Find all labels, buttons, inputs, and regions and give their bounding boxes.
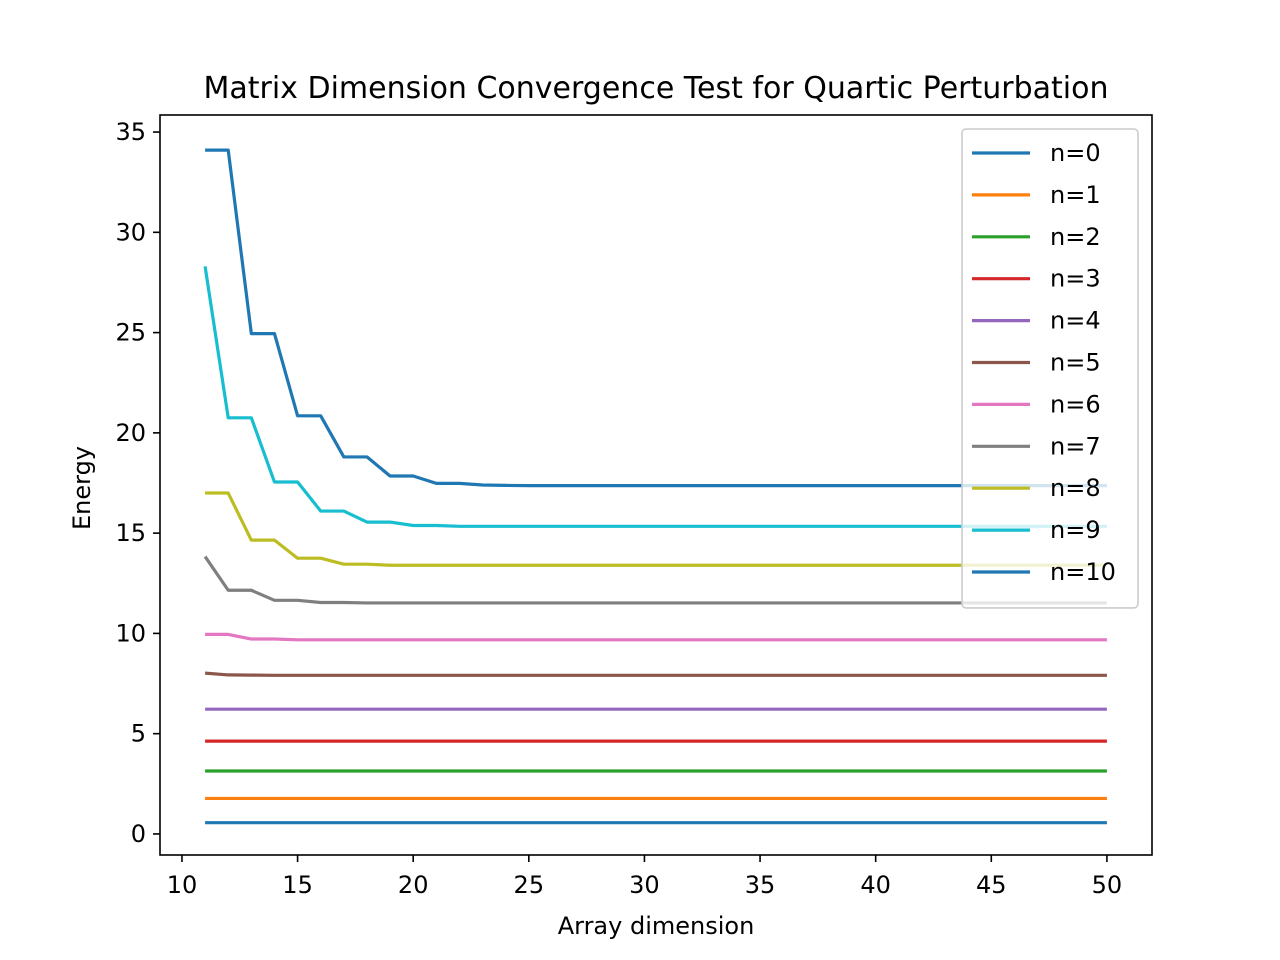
- x-tick-label: 35: [745, 871, 776, 899]
- plot-area-frame: [159, 114, 1153, 856]
- chart-title: Matrix Dimension Convergence Test for Qu…: [203, 71, 1108, 106]
- y-tick-label: 0: [131, 820, 146, 848]
- legend-label: n=10: [1050, 558, 1116, 586]
- x-tick-label: 15: [282, 871, 313, 899]
- legend-label: n=4: [1050, 307, 1101, 335]
- legend-label: n=5: [1050, 349, 1101, 377]
- y-tick-label: 30: [115, 218, 146, 246]
- x-axis-label: Array dimension: [558, 912, 755, 940]
- y-tick-label: 15: [115, 519, 146, 547]
- x-tick-label: 50: [1092, 871, 1123, 899]
- legend: n=0 n=1 n=2 n=3 n=4 n=5 n=6 n=7 n=8 n=9 n=10: [961, 128, 1139, 609]
- y-tick-label: 20: [115, 419, 146, 447]
- series-line-n-6: [205, 632, 1107, 642]
- x-tick-label: 25: [514, 871, 545, 899]
- x-tick-label: 20: [398, 871, 429, 899]
- y-tick-label: 5: [131, 720, 146, 748]
- series-line-n-7: [203, 555, 1107, 605]
- legend-label: n=2: [1050, 223, 1101, 251]
- legend-label: n=6: [1050, 390, 1101, 418]
- y-tick-label: 25: [115, 319, 146, 347]
- legend-label: n=0: [1050, 139, 1101, 167]
- x-tick-label: 30: [629, 871, 660, 899]
- y-axis-ticks: 0 5 10 15 20 25 30 35: [115, 118, 160, 848]
- legend-label: n=8: [1050, 474, 1101, 502]
- y-tick-label: 10: [115, 619, 146, 647]
- series-layer: [203, 148, 1107, 825]
- series-line-n-9: [203, 266, 1107, 528]
- legend-label: n=1: [1050, 181, 1101, 209]
- series-line-n-5: [204, 671, 1107, 677]
- y-tick-label: 35: [115, 118, 146, 146]
- legend-label: n=9: [1050, 516, 1101, 544]
- y-axis-label: Energy: [68, 446, 96, 530]
- legend-label: n=3: [1050, 265, 1101, 293]
- x-tick-label: 45: [976, 871, 1007, 899]
- legend-label: n=7: [1050, 432, 1101, 460]
- series-line-n-8: [205, 491, 1107, 567]
- series-line-n-10: [205, 148, 1107, 488]
- x-axis-ticks: 10 15 20 25 30 35 40 45 50: [167, 855, 1122, 899]
- x-tick-label: 40: [860, 871, 891, 899]
- x-tick-label: 10: [167, 871, 198, 899]
